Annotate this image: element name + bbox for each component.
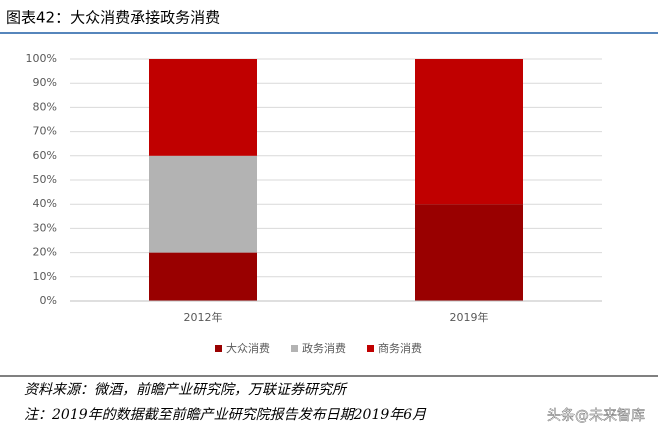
bar-segment [149, 155, 257, 253]
y-tick-label: 30% [33, 221, 57, 234]
legend-label: 大众消费 [226, 341, 270, 355]
chart-title: 图表42：大众消费承接政务消费 [6, 9, 220, 27]
y-tick-label: 90% [33, 76, 57, 89]
bar-segment [415, 59, 523, 205]
legend-swatch [215, 345, 222, 352]
y-tick-label: 10% [33, 270, 57, 283]
legend-label: 政务消费 [302, 341, 346, 355]
y-tick-label: 60% [33, 149, 57, 162]
x-tick-label: 2019年 [450, 310, 489, 324]
y-tick-label: 40% [33, 197, 57, 210]
legend-label: 商务消费 [378, 341, 422, 355]
watermark: 头条@未来智库 [547, 407, 645, 424]
note: 注：2019年的数据截至前瞻产业研究院报告发布日期2019年6月 [24, 407, 427, 423]
bar-segment [149, 252, 257, 301]
source: 资料来源：微酒，前瞻产业研究院，万联证券研究所 [24, 382, 348, 398]
legend-swatch [367, 345, 374, 352]
bar-segment [149, 59, 257, 156]
bar-segment [415, 204, 523, 301]
y-tick-label: 20% [33, 246, 57, 259]
y-tick-label: 80% [33, 100, 57, 113]
y-tick-label: 50% [33, 173, 57, 186]
y-tick-label: 70% [33, 125, 57, 138]
x-tick-label: 2012年 [184, 310, 223, 324]
legend-swatch [291, 345, 298, 352]
y-tick-label: 0% [40, 294, 57, 307]
y-tick-label: 100% [26, 52, 57, 65]
